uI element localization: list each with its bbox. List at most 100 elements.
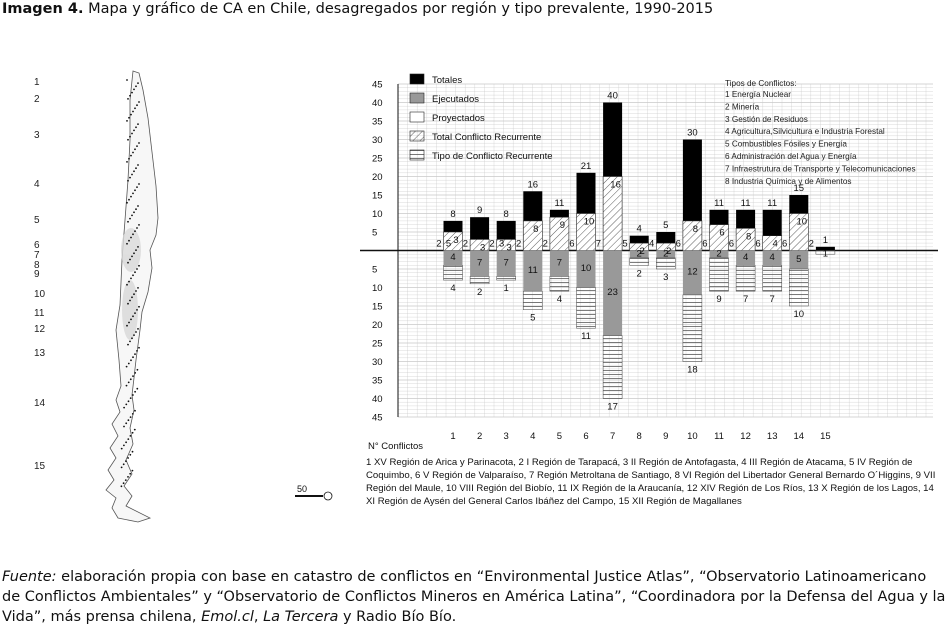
bar-proyectados [443, 265, 463, 281]
region-number-6: 6 [34, 240, 40, 251]
legend-label: Tipo de Conflicto Recurrente [432, 151, 553, 162]
conflict-dot [132, 315, 134, 318]
bar-recurrente [443, 232, 463, 251]
region-number-1: 1 [34, 77, 40, 88]
type-code-label: 6 [702, 239, 707, 250]
conflict-dot [137, 328, 139, 330]
conflict-dot [126, 120, 128, 122]
conflict-dot [135, 167, 137, 170]
y-tick-label: 45 [372, 80, 383, 91]
recurrent-code-label: 3 [499, 239, 504, 250]
bar-recurrente [549, 217, 569, 251]
type-code-label: 6 [755, 239, 760, 250]
source-note: Fuente: elaboración propia con base en c… [2, 567, 946, 627]
region-number-11: 11 [34, 308, 45, 319]
bar-recurrente [762, 235, 782, 251]
conflict-dot [128, 198, 130, 201]
conflict-dot [135, 331, 137, 333]
conflict-dot [136, 387, 139, 390]
conflict-dot [127, 476, 129, 478]
conflict-dot [123, 444, 125, 447]
conflict-dot [127, 138, 129, 141]
conflict-dot [120, 447, 123, 450]
conflict-dot [129, 299, 131, 302]
conflict-dot [130, 195, 132, 198]
conflict-dot [136, 350, 138, 352]
region-number-4: 4 [34, 179, 40, 190]
conflict-dot [129, 340, 131, 343]
conflict-dot [135, 208, 137, 211]
y-axis-title: N° Conflictos [368, 441, 423, 452]
recurrent-label: 9 [560, 220, 565, 231]
conflict-dot [131, 173, 133, 176]
conflict-dot [131, 431, 134, 434]
conflict-dot [130, 113, 132, 116]
conflict-dot [134, 353, 136, 355]
conflict-dot [137, 123, 139, 125]
proyectados-label: 4 [450, 283, 455, 294]
conflict-dot [128, 157, 130, 160]
total-label: 40 [607, 91, 618, 102]
proyectados-label: 1 [504, 283, 509, 294]
conflict-dot [129, 258, 131, 261]
conflict-dot [127, 98, 129, 100]
source-sep: , [253, 609, 264, 625]
type-code-label: 5 [622, 239, 627, 250]
ejecutados-label: 1 [823, 249, 828, 260]
conflict-type-item: 8 Industria Química y de Alimentos [725, 177, 852, 186]
proyectados-label: 9 [716, 294, 721, 305]
y-tick-label: 5 [372, 228, 377, 239]
total-label: 16 [528, 179, 539, 190]
legend-label: Ejecutados [432, 94, 479, 105]
ejecutados-label: 4 [743, 252, 748, 263]
bar-recurrente [576, 213, 596, 251]
conflict-dot [136, 368, 139, 371]
conflict-dot [127, 381, 130, 384]
bar-recurrente [603, 176, 623, 251]
total-label: 8 [504, 209, 509, 220]
conflict-dot [133, 293, 135, 296]
region-number-9: 9 [34, 269, 40, 280]
conflict-dot [120, 485, 123, 488]
conflict-dot [127, 220, 129, 223]
legend-swatch [409, 92, 425, 104]
source-text: elaboración propia con base en catastro … [2, 569, 946, 625]
total-label: 1 [823, 235, 828, 246]
region-number-12: 12 [34, 324, 46, 335]
y-tick-label: 10 [372, 209, 383, 220]
conflict-dot [130, 236, 132, 239]
bar-proyectados [496, 276, 516, 281]
proyectados-label: 17 [607, 402, 618, 413]
bar-recurrente [523, 220, 543, 251]
bar-proyectados [656, 257, 676, 270]
y-tick-label: 5 [372, 265, 377, 276]
bar-proyectados [789, 268, 809, 307]
conflict-dot [137, 82, 139, 84]
bar-proyectados [815, 250, 836, 255]
type-code-label: 2 [543, 239, 548, 250]
conflict-dot [131, 337, 133, 340]
conflict-dot [129, 416, 132, 418]
proyectados-label: 11 [581, 331, 591, 342]
conflict-type-item: 7 Infraestrutura de Transporte y Telecom… [725, 164, 916, 173]
recurrent-label: 8 [533, 224, 538, 235]
conflict-dot [126, 79, 128, 81]
conflict-dot [126, 242, 128, 245]
recurrent-code-label: 5 [446, 239, 451, 250]
x-tick-label: 10 [687, 431, 698, 442]
x-tick-label: 15 [820, 431, 831, 442]
y-tick-label: 20 [372, 172, 383, 183]
bar-proyectados [602, 335, 623, 399]
conflict-dot [129, 378, 132, 381]
bar-proyectados [469, 276, 490, 285]
bar-ejecutados [443, 250, 463, 266]
conflict-dot [127, 419, 130, 422]
conflict-dot [135, 249, 137, 252]
total-label: 11 [741, 198, 751, 209]
bar-recurrente [496, 239, 516, 251]
conflict-dot [137, 164, 139, 166]
bar-totales [815, 246, 835, 251]
figure-title: Imagen 4. Mapa y gráfico de CA en Chile,… [2, 1, 713, 17]
source-emol: Emol.cl [201, 609, 254, 625]
